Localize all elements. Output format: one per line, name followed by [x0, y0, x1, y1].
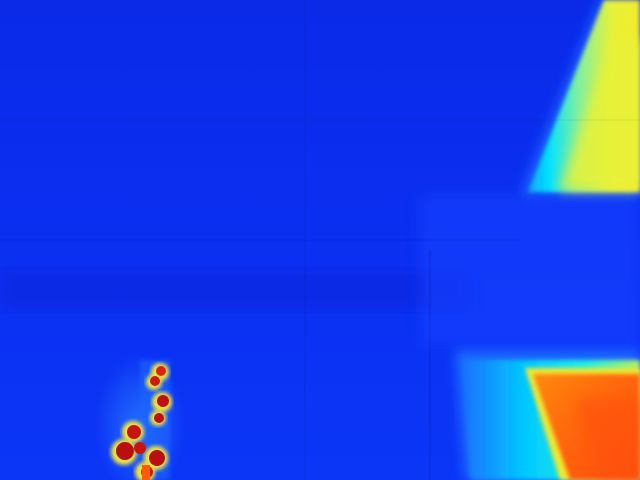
lower-right-hot-panel: [455, 350, 640, 480]
cool-band: [0, 270, 470, 310]
hot-spot-cluster: [95, 355, 185, 480]
mid-right-glow: [420, 195, 640, 345]
upper-right-warm-panel: [520, 0, 640, 195]
